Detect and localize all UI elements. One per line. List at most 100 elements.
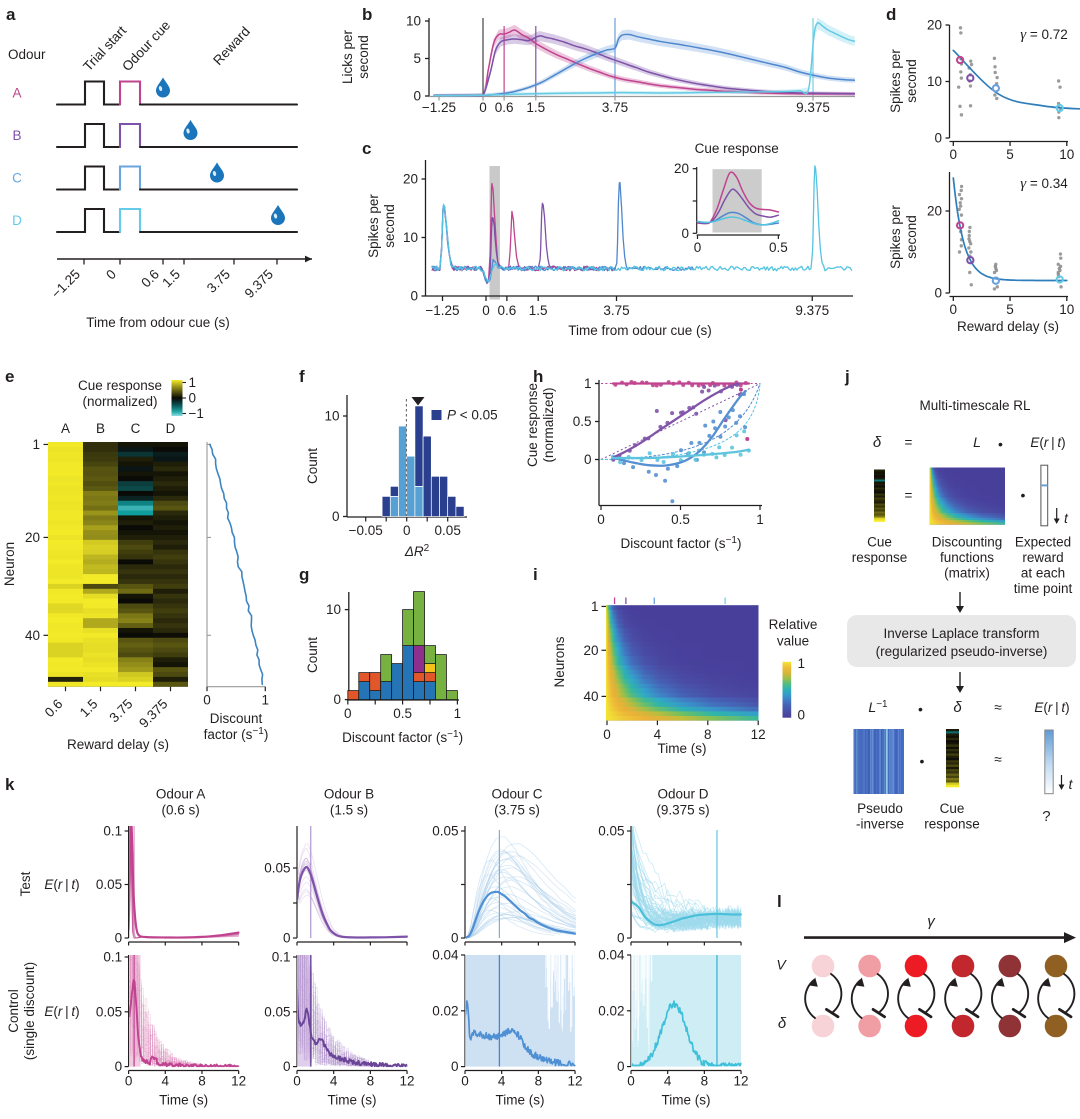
svg-text:8: 8 bbox=[704, 727, 712, 742]
svg-text:0: 0 bbox=[115, 1059, 123, 1074]
svg-text:0.02: 0.02 bbox=[598, 1003, 624, 1018]
svg-text:δ: δ bbox=[778, 1015, 787, 1032]
svg-text:Cue: Cue bbox=[940, 801, 965, 816]
svg-text:C: C bbox=[131, 421, 141, 436]
svg-text:0: 0 bbox=[189, 391, 197, 406]
svg-text:b: b bbox=[362, 5, 372, 24]
svg-text:response: response bbox=[924, 817, 980, 832]
svg-text:j: j bbox=[844, 367, 850, 386]
svg-text:(1.5 s): (1.5 s) bbox=[330, 803, 368, 818]
svg-text:0: 0 bbox=[403, 523, 411, 538]
svg-text:0: 0 bbox=[798, 708, 806, 723]
svg-text:0.5: 0.5 bbox=[393, 706, 412, 721]
svg-text:Time (s): Time (s) bbox=[496, 1093, 545, 1108]
svg-text:5: 5 bbox=[1006, 147, 1014, 162]
svg-text:0: 0 bbox=[479, 100, 487, 115]
svg-text:1: 1 bbox=[262, 693, 270, 708]
svg-text:(3.75 s): (3.75 s) bbox=[494, 803, 540, 818]
svg-text:a: a bbox=[6, 5, 16, 24]
svg-text:0.04: 0.04 bbox=[432, 948, 459, 963]
svg-text:0.6: 0.6 bbox=[497, 303, 516, 318]
svg-text:0: 0 bbox=[451, 1059, 459, 1074]
svg-text:0: 0 bbox=[627, 1074, 635, 1089]
svg-text:=: = bbox=[905, 488, 913, 503]
svg-text:8: 8 bbox=[367, 1074, 375, 1089]
svg-text:1.5: 1.5 bbox=[529, 303, 548, 318]
svg-text:Reward delay (s): Reward delay (s) bbox=[957, 319, 1059, 334]
svg-text:0: 0 bbox=[410, 289, 418, 304]
svg-text:response: response bbox=[852, 550, 908, 565]
svg-text:40: 40 bbox=[583, 689, 598, 704]
svg-text:B: B bbox=[96, 421, 105, 436]
svg-text:E(r | t): E(r | t) bbox=[44, 1004, 79, 1019]
svg-text:i: i bbox=[533, 565, 538, 584]
svg-text:0: 0 bbox=[681, 226, 689, 241]
svg-text:time point: time point bbox=[1014, 581, 1073, 596]
svg-text:≈: ≈ bbox=[994, 699, 1002, 715]
svg-text:0: 0 bbox=[950, 302, 958, 317]
svg-text:5: 5 bbox=[1006, 302, 1014, 317]
svg-text:−0.05: −0.05 bbox=[349, 523, 383, 538]
svg-text:second: second bbox=[382, 204, 397, 248]
svg-text:0.05: 0.05 bbox=[96, 1004, 122, 1019]
svg-text:δ: δ bbox=[873, 434, 882, 451]
svg-text:Time (s): Time (s) bbox=[159, 1093, 208, 1108]
svg-text:γ = 0.34: γ = 0.34 bbox=[1020, 176, 1068, 192]
svg-text:8: 8 bbox=[198, 1074, 206, 1089]
svg-text:0: 0 bbox=[597, 512, 605, 527]
svg-text:Cue response: Cue response bbox=[78, 378, 162, 393]
svg-text:Odour C: Odour C bbox=[491, 787, 542, 802]
svg-text:0.1: 0.1 bbox=[272, 950, 291, 965]
svg-text:1: 1 bbox=[591, 599, 599, 614]
svg-text:20: 20 bbox=[403, 172, 418, 187]
svg-text:A: A bbox=[61, 421, 70, 436]
svg-text:1: 1 bbox=[798, 656, 806, 671]
svg-text:0.6: 0.6 bbox=[495, 100, 514, 115]
svg-text:0.05: 0.05 bbox=[264, 861, 290, 876]
svg-text:0: 0 bbox=[283, 931, 291, 946]
svg-text:Cue: Cue bbox=[867, 535, 892, 550]
svg-text:(regularized pseudo-inverse): (regularized pseudo-inverse) bbox=[876, 644, 1048, 659]
svg-text:0: 0 bbox=[413, 89, 421, 104]
svg-text:Neuron: Neuron bbox=[2, 542, 17, 586]
svg-text:20: 20 bbox=[927, 204, 942, 219]
svg-text:c: c bbox=[362, 139, 371, 158]
svg-text:Expected: Expected bbox=[1015, 535, 1071, 550]
svg-text:8: 8 bbox=[701, 1074, 709, 1089]
svg-text:Cue response: Cue response bbox=[525, 383, 540, 467]
svg-text:h: h bbox=[533, 367, 543, 386]
svg-text:at each: at each bbox=[1021, 566, 1065, 581]
svg-text:12: 12 bbox=[734, 1074, 749, 1089]
svg-text:•: • bbox=[918, 701, 923, 717]
svg-text:(normalized): (normalized) bbox=[541, 387, 556, 462]
svg-text:γ: γ bbox=[927, 913, 936, 930]
svg-text:(9.375 s): (9.375 s) bbox=[656, 803, 709, 818]
svg-text:Relative: Relative bbox=[769, 617, 818, 632]
svg-text:20: 20 bbox=[25, 530, 40, 545]
svg-text:Time (s): Time (s) bbox=[658, 741, 707, 756]
svg-text:Spikes per: Spikes per bbox=[888, 49, 903, 113]
svg-text:C: C bbox=[12, 171, 22, 186]
svg-text:10: 10 bbox=[927, 74, 942, 89]
svg-text:•: • bbox=[920, 753, 925, 769]
svg-text:12: 12 bbox=[751, 727, 766, 742]
svg-text:5: 5 bbox=[413, 51, 421, 66]
svg-text:0: 0 bbox=[283, 1059, 291, 1074]
svg-text:?: ? bbox=[1042, 808, 1050, 825]
svg-text:≈: ≈ bbox=[994, 751, 1002, 767]
svg-text:0.05: 0.05 bbox=[264, 1004, 290, 1019]
svg-text:0: 0 bbox=[482, 303, 490, 318]
svg-text:E(r | t): E(r | t) bbox=[1034, 700, 1069, 715]
svg-text:Odour D: Odour D bbox=[657, 787, 708, 802]
svg-text:Inverse Laplace transform: Inverse Laplace transform bbox=[883, 626, 1039, 641]
svg-text:Time (s): Time (s) bbox=[328, 1093, 377, 1108]
svg-text:0: 0 bbox=[344, 706, 352, 721]
svg-text:40: 40 bbox=[25, 628, 40, 643]
svg-text:9.375: 9.375 bbox=[795, 303, 829, 318]
svg-text:ΔR2: ΔR2 bbox=[404, 543, 430, 560]
svg-text:0.05: 0.05 bbox=[598, 824, 624, 839]
svg-text:L: L bbox=[973, 434, 981, 450]
svg-text:Cue response: Cue response bbox=[695, 141, 779, 156]
svg-text:e: e bbox=[5, 367, 14, 386]
svg-text:Discounting: Discounting bbox=[932, 535, 1003, 550]
